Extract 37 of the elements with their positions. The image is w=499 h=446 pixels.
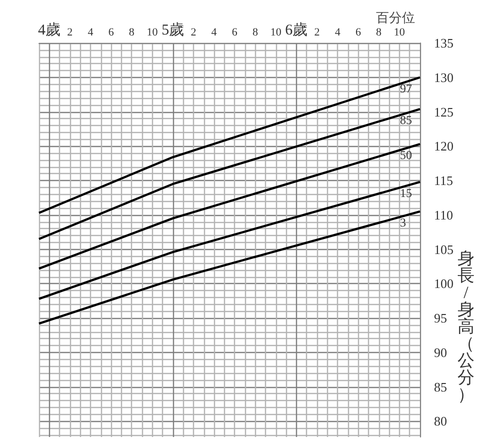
x-tick-label: 4 [334, 26, 341, 38]
x-tick-label: 8 [376, 26, 382, 38]
y-tick-label: 115 [434, 173, 454, 188]
y-tick-label: 110 [434, 207, 454, 222]
x-tick-label: 6 [108, 26, 114, 38]
x-tick-label: 5歲 [162, 22, 184, 38]
y-tick-label: 120 [434, 138, 454, 154]
y-tick-label: 100 [434, 276, 454, 292]
y-tick-label: 85 [434, 379, 447, 394]
x-tick-label: 4歲 [38, 22, 61, 38]
x-tick-label: 4 [211, 26, 218, 38]
x-tick-label: 2 [190, 26, 196, 38]
series-label: 85 [400, 113, 412, 128]
y-tick-label: 90 [434, 344, 447, 360]
x-tick-label: 6歲 [285, 22, 308, 38]
x-tick-label: 10 [146, 26, 158, 38]
series-label: 15 [400, 186, 412, 200]
x-tick-label: 8 [252, 26, 258, 38]
x-tick-label: 4 [88, 26, 94, 38]
y-tick-label: 95 [434, 310, 447, 326]
y-tick-label: 135 [434, 36, 454, 50]
y-tick-label: 125 [434, 104, 454, 120]
text: 身長/身高（公分） [458, 249, 474, 404]
y-tick-label: 130 [434, 70, 454, 85]
y-tick-label: 80 [434, 414, 447, 429]
series-label: 97 [400, 81, 412, 96]
x-tick-label: 2 [314, 26, 320, 38]
series-label: 50 [400, 148, 412, 162]
legend-title: 百分位 [376, 10, 415, 25]
x-tick-label: 6 [232, 26, 238, 38]
x-tick-label: 2 [67, 26, 73, 38]
x-tick-label: 8 [128, 26, 135, 38]
x-tick-label: 10 [394, 26, 406, 38]
y-tick-label: 105 [434, 242, 454, 257]
series-label: 3 [400, 215, 406, 230]
x-tick-label: 6 [355, 26, 362, 38]
x-tick-label: 10 [270, 26, 282, 38]
